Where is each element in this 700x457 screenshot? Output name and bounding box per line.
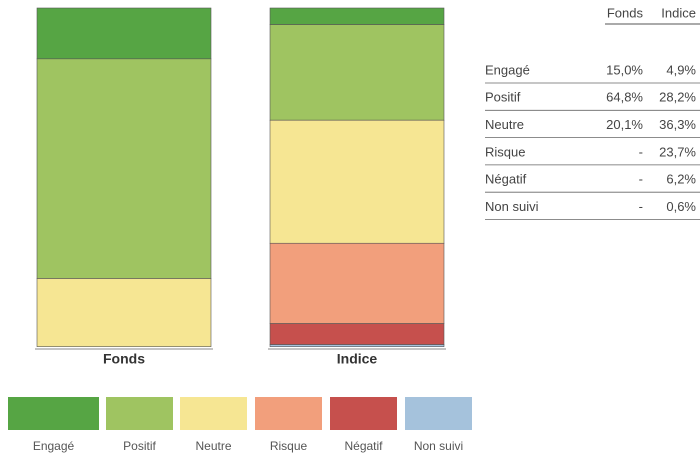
bar-segment (269, 119, 445, 244)
table-value: 0,6% (666, 199, 696, 214)
table-row-label: Négatif (485, 172, 527, 187)
legend-swatch (330, 397, 397, 430)
table-value: 15,0% (606, 62, 643, 77)
table-row-label: Neutre (485, 117, 524, 132)
table-value: - (639, 199, 643, 214)
legend-swatch (255, 397, 322, 430)
table-row-label: Positif (485, 90, 521, 105)
legend-label: Négatif (344, 439, 383, 453)
bar-segment (36, 278, 212, 347)
legend-swatch (8, 397, 99, 430)
legend-label: Positif (123, 439, 156, 453)
legend-label: Neutre (195, 439, 231, 453)
bar-segment (269, 7, 445, 25)
category-label: Indice (337, 351, 378, 367)
bar-segment (269, 24, 445, 121)
table-value: 6,2% (666, 172, 696, 187)
bar-segment (36, 7, 212, 60)
category-label: Fonds (103, 351, 145, 367)
legend-label: Engagé (33, 439, 75, 453)
bar-segment (269, 344, 445, 347)
table-row-label: Non suivi (485, 199, 539, 214)
table-value: 64,8% (606, 90, 643, 105)
table-header: Fonds (607, 5, 644, 20)
legend-swatch (180, 397, 247, 430)
legend-swatch (405, 397, 472, 430)
table-value: 23,7% (659, 144, 696, 159)
table-value: 28,2% (659, 90, 696, 105)
legend-swatch (106, 397, 173, 430)
bar-segment (36, 58, 212, 279)
table-value: 36,3% (659, 117, 696, 132)
table-value: - (639, 172, 643, 187)
table-value: 4,9% (666, 62, 696, 77)
legend-label: Risque (270, 439, 308, 453)
bar-segment (269, 242, 445, 324)
bar-segment (269, 323, 445, 345)
table-row-label: Risque (485, 144, 525, 159)
legend-label: Non suivi (414, 439, 463, 453)
table-value: - (639, 144, 643, 159)
table-header: Indice (661, 5, 696, 20)
table-value: 20,1% (606, 117, 643, 132)
table-row-label: Engagé (485, 62, 530, 77)
